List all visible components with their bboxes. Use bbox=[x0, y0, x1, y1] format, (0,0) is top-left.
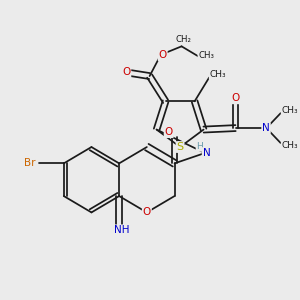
Text: CH₂: CH₂ bbox=[175, 35, 191, 44]
Text: CH₃: CH₃ bbox=[198, 51, 214, 60]
Text: O: O bbox=[143, 207, 151, 218]
Text: N: N bbox=[262, 123, 270, 133]
Text: N: N bbox=[202, 148, 210, 158]
Text: S: S bbox=[176, 142, 184, 152]
Text: O: O bbox=[231, 93, 240, 103]
Text: CH₃: CH₃ bbox=[282, 106, 298, 115]
Text: H: H bbox=[196, 142, 203, 151]
Text: Br: Br bbox=[24, 158, 35, 168]
Text: NH: NH bbox=[114, 225, 130, 235]
Text: O: O bbox=[122, 67, 130, 76]
Text: O: O bbox=[158, 50, 167, 60]
Text: CH₃: CH₃ bbox=[282, 141, 298, 150]
Text: CH₃: CH₃ bbox=[209, 70, 226, 79]
Text: O: O bbox=[165, 127, 173, 137]
